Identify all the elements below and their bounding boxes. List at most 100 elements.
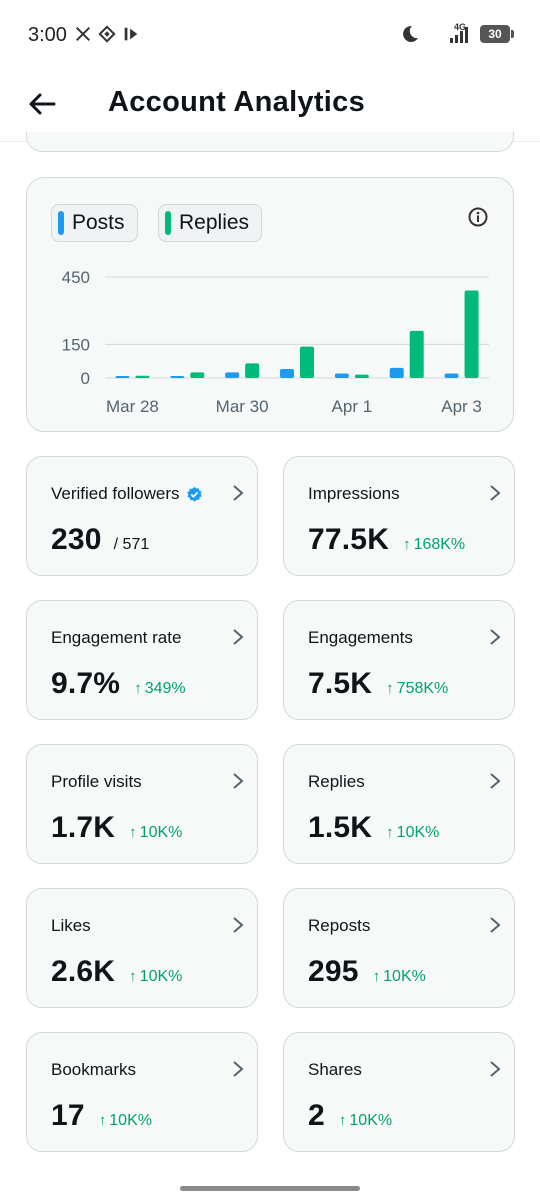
metric-value: 2.6K [51,955,116,988]
y-tick-label: 150 [62,335,90,354]
battery-level: 30 [488,27,502,41]
metric-change: ↑ 758K% [386,680,448,698]
metric-value: 230 [51,523,102,556]
metric-value-row: 9.7% ↑ 349% [51,667,186,701]
arrow-up-icon: ↑ [129,968,137,985]
bar-posts [444,373,459,378]
metric-label: Likes [51,916,91,935]
metric-change-value: 10K% [139,968,183,985]
network-type-label: 4G [454,22,467,32]
metric-value-row: 77.5K ↑ 168K% [308,523,465,557]
metric-value-row: 2.6K ↑ 10K% [51,955,182,989]
posts-swatch [58,211,64,235]
bar-posts [280,369,294,378]
bar-posts [389,367,404,378]
activity-chart-card: Posts Replies 450 150 0 Mar 28 Mar 30 Apr 1 Ap… [26,177,514,432]
chevron-right-icon [233,917,244,933]
metric-change-value: 10K% [139,824,183,841]
metric-value: 17 [51,1099,85,1132]
metric-change: ↑ 10K% [129,824,182,842]
do-not-disturb-moon-icon [403,25,418,42]
arrow-up-icon: ↑ [403,536,411,553]
metric-label-row: Impressions [308,484,400,504]
arrow-up-icon: ↑ [98,1112,107,1129]
legend-chip-posts[interactable]: Posts [51,204,138,242]
x-tick-label: Mar 28 [106,397,159,416]
metric-card[interactable]: Likes 2.6K ↑ 10K% [26,888,258,1008]
legend-label-posts: Posts [72,211,125,234]
metric-change-value: 10K% [109,1112,152,1129]
metric-card[interactable]: Profile visits 1.7K ↑ 10K% [26,744,258,864]
x-logo-icon [75,26,91,42]
home-indicator[interactable] [180,1186,360,1191]
metric-label: Shares [308,1060,362,1079]
x-tick-label: Mar 30 [216,397,269,416]
metric-card[interactable]: Shares 2 ↑ 10K% [283,1032,515,1152]
back-button[interactable] [24,86,60,122]
bar-chart: 450 150 0 Mar 28 Mar 30 Apr 1 Apr 3 [62,268,489,416]
metric-change: ↑ 10K% [129,968,182,986]
metric-card[interactable]: Reposts 295 ↑ 10K% [283,888,515,1008]
metric-label-row: Reposts [308,916,370,936]
bar-posts [334,373,349,378]
system-icons: 4G 30 [400,22,514,44]
metric-label-row: Verified followers [51,484,203,504]
metric-label: Engagement rate [51,628,182,647]
arrow-up-icon: ↑ [386,680,394,697]
bar-replies [300,346,314,378]
metric-label: Profile visits [51,772,142,791]
bar-posts [115,376,130,378]
metric-value: 2 [308,1099,325,1132]
metric-change: ↑ 349% [134,680,185,698]
metric-value: 1.7K [51,811,116,844]
metric-card[interactable]: Verified followers 230 / 571 [26,456,258,576]
metric-card[interactable]: Engagement rate 9.7% ↑ 349% [26,600,258,720]
info-icon[interactable] [467,206,489,228]
metric-change-value: 10K% [349,1112,393,1129]
metric-label-row: Bookmarks [51,1060,136,1080]
metric-value-row: 1.7K ↑ 10K% [51,811,182,845]
chevron-right-icon [490,773,501,789]
metric-label-row: Shares [308,1060,362,1080]
legend-chip-replies[interactable]: Replies [158,204,263,242]
app-header: Account Analytics [0,70,540,142]
metric-card[interactable]: Bookmarks 17 ↑ 10K% [26,1032,258,1152]
metric-value-row: 1.5K ↑ 10K% [308,811,439,845]
chevron-right-icon [490,1061,501,1077]
metric-change-value: 10K% [383,968,426,985]
metric-change-value: 758K% [396,680,449,697]
metric-change-value: 10K% [396,824,440,841]
arrow-up-icon: ↑ [338,1112,347,1129]
metric-value-row: 2 ↑ 10K% [308,1099,392,1133]
metric-value-row: 230 / 571 [51,523,149,557]
metric-card[interactable]: Engagements 7.5K ↑ 758K% [283,600,515,720]
metric-value: 77.5K [308,523,390,556]
app-play-icon [124,27,138,41]
metric-change: ↑ 10K% [339,1112,392,1130]
metric-change-value: 168K% [413,536,466,553]
y-tick-label: 0 [81,369,90,388]
metric-card[interactable]: Impressions 77.5K ↑ 168K% [283,456,515,576]
chevron-right-icon [490,485,501,501]
signal-icon: 4G [430,22,470,44]
metric-card[interactable]: Replies 1.5K ↑ 10K% [283,744,515,864]
chevron-right-icon [233,485,244,501]
metric-change: ↑ 10K% [99,1112,152,1130]
chevron-right-icon [233,773,244,789]
bar-posts [225,372,240,378]
app-diamond-icon [98,25,116,43]
bar-replies [464,290,479,378]
metric-change: ↑ 10K% [386,824,439,842]
metric-label-row: Profile visits [51,772,142,792]
metric-value: 9.7% [51,667,121,700]
legend-label-replies: Replies [179,211,250,234]
metric-change-value: 349% [144,680,186,697]
metric-value-row: 295 ↑ 10K% [308,955,426,989]
arrow-up-icon: ↑ [372,968,381,985]
chevron-right-icon [490,917,501,933]
arrow-up-icon: ↑ [134,680,142,697]
chevron-right-icon [233,629,244,645]
metric-total: / 571 [113,536,150,553]
arrow-up-icon: ↑ [129,824,137,841]
metric-label-row: Replies [308,772,365,792]
